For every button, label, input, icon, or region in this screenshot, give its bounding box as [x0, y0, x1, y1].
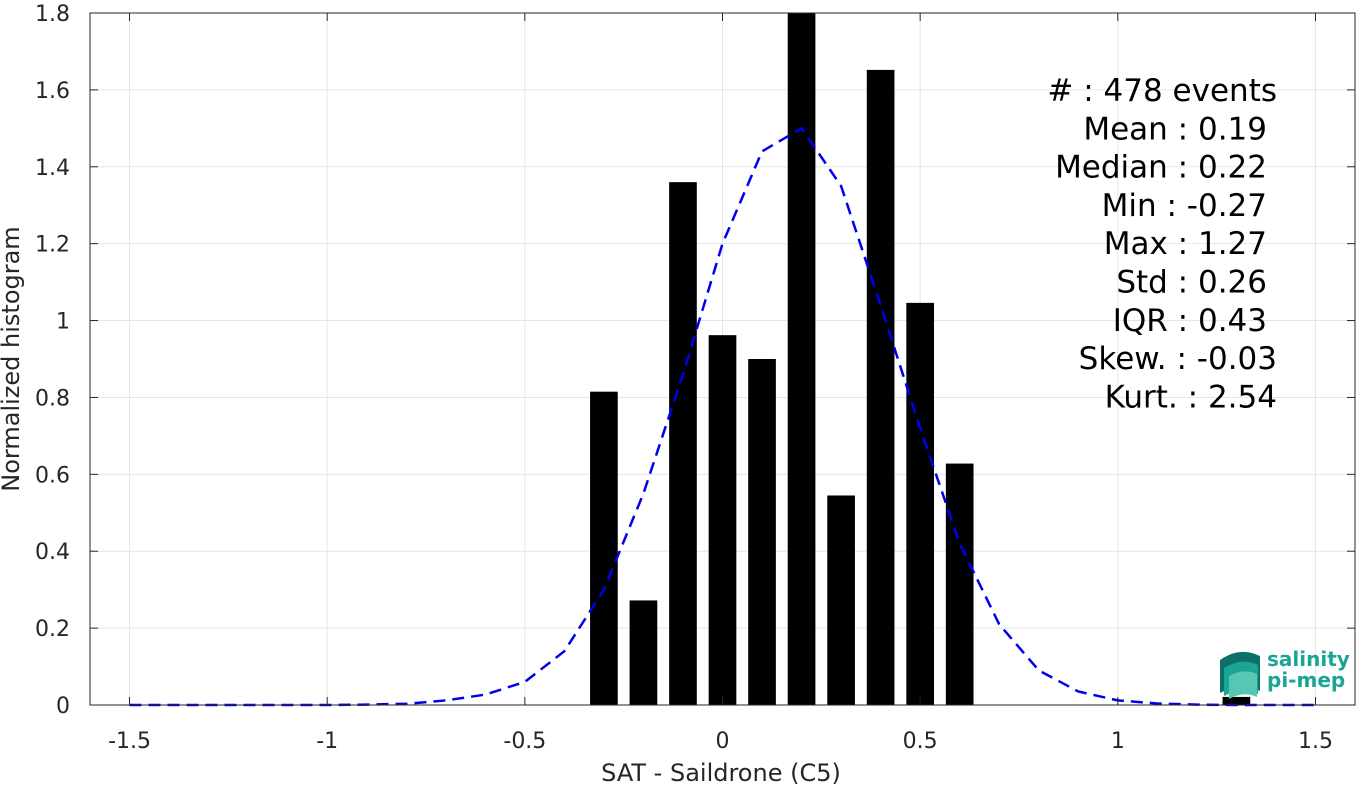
stat-line: Kurt. : 2.54: [1105, 379, 1277, 415]
stat-line: IQR : 0.43: [1113, 303, 1267, 339]
histogram-bars: [590, 13, 1251, 706]
histogram-bar: [945, 463, 974, 705]
histogram-bar: [748, 359, 776, 705]
y-tick-label: 0.2: [35, 617, 70, 642]
stat-line: Min : -0.27: [1102, 188, 1267, 224]
x-tick-label: -1: [316, 729, 338, 754]
stat-line: Max : 1.27: [1104, 226, 1267, 262]
salinity-pi-mep-logo: salinity pi-mep: [1220, 647, 1350, 699]
histogram-bar: [708, 335, 737, 705]
axis-tick-labels: -1.5 -1 -0.5 0 0.5 1 1.5 0 0.2 0.4 0.6 0.8 1 1.2 1.4 1.…: [35, 2, 1333, 754]
wave-icon: [1220, 651, 1260, 699]
y-axis-label: Normalized histogram: [0, 226, 25, 491]
y-tick-label: 1.6: [35, 79, 70, 104]
x-tick-label: -0.5: [503, 729, 546, 754]
histogram-bar: [629, 600, 658, 705]
x-tick-label: 1: [1111, 729, 1125, 754]
stat-line: # : 478 events: [1047, 73, 1277, 109]
x-tick-label: 0: [716, 729, 730, 754]
x-tick-label: 0.5: [903, 729, 938, 754]
axis-ticks: [90, 12, 1355, 706]
logo-text-line2: pi-mep: [1267, 668, 1345, 692]
x-tick-label: -1.5: [108, 729, 151, 754]
logo-text-line1: salinity: [1267, 647, 1350, 671]
stat-line: Mean : 0.19: [1083, 111, 1267, 147]
x-tick-label: 1.5: [1298, 729, 1333, 754]
stat-line: Median : 0.22: [1055, 150, 1267, 186]
histogram-bar: [866, 69, 895, 706]
y-tick-label: 0: [56, 694, 70, 719]
histogram-bar: [590, 391, 618, 705]
y-tick-label: 1.2: [35, 233, 70, 258]
stat-line: Skew. : -0.03: [1079, 341, 1277, 377]
y-tick-label: 1.4: [35, 156, 70, 181]
histogram-bar: [669, 182, 697, 706]
x-axis-label: SAT - Saildrone (C5): [601, 759, 841, 785]
histogram-bar: [1222, 696, 1251, 705]
y-tick-label: 1.8: [35, 2, 70, 27]
stat-line: Std : 0.26: [1116, 265, 1267, 301]
histogram-bar: [827, 495, 855, 705]
y-tick-label: 0.4: [35, 540, 70, 565]
y-tick-label: 1: [56, 310, 70, 335]
y-tick-label: 0.6: [35, 463, 70, 488]
histogram-bar: [906, 302, 934, 705]
y-tick-label: 0.8: [35, 386, 70, 411]
histogram-bar: [787, 13, 816, 705]
